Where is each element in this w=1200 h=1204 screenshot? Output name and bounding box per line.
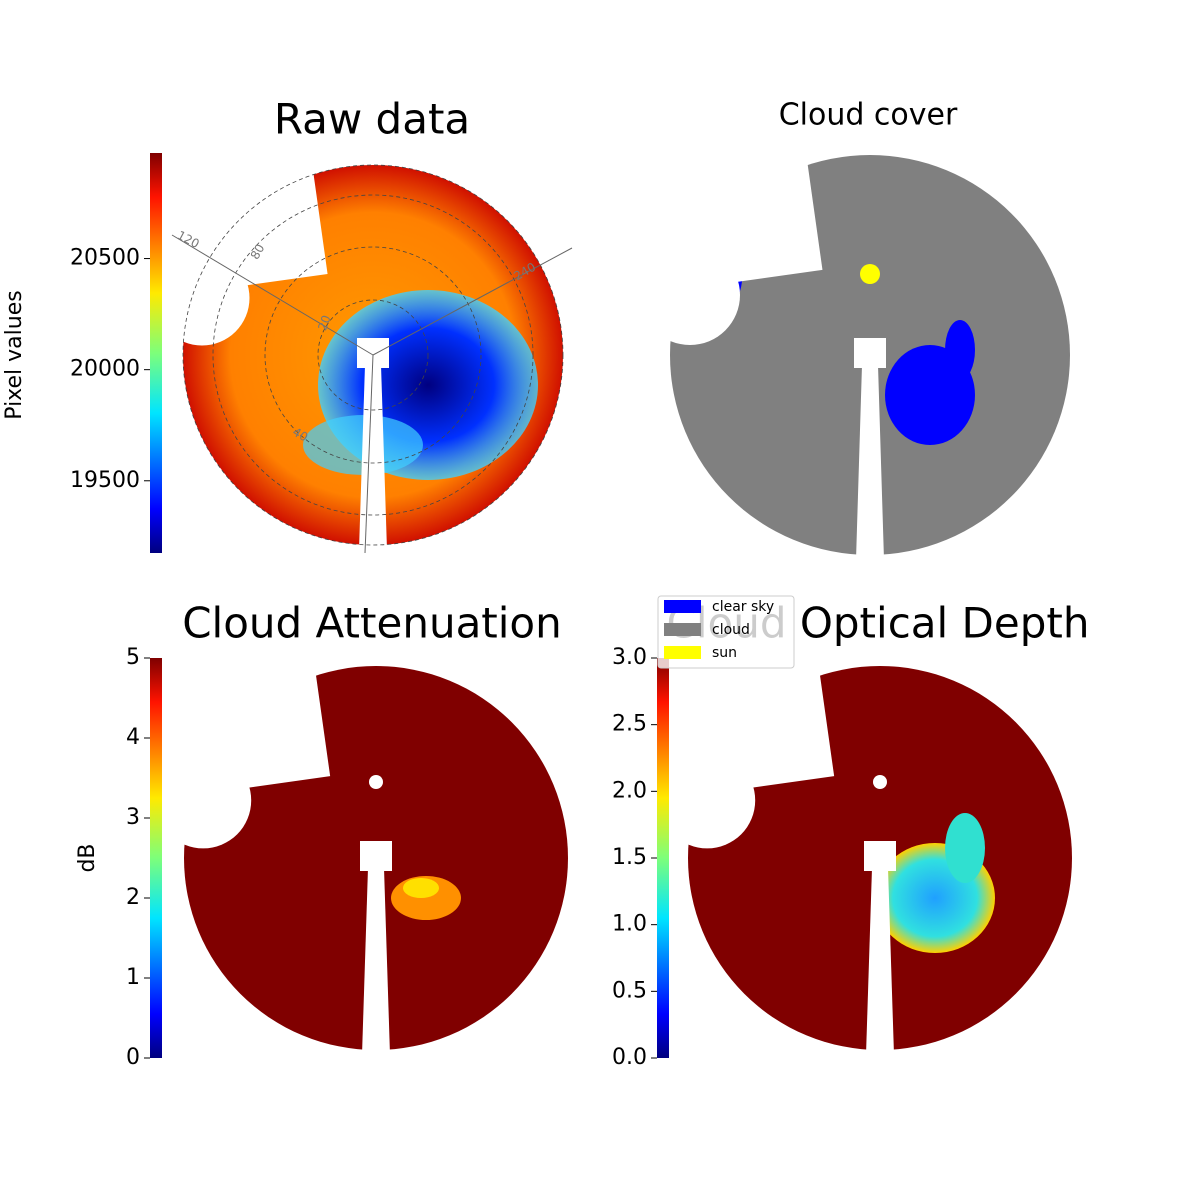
polar-ring	[317, 299, 429, 411]
sun-mask	[873, 775, 887, 789]
colorbar-tick-label: 1.0	[612, 912, 647, 937]
mast-box	[854, 338, 886, 368]
colorbar-tick-label: 1	[126, 965, 140, 990]
panel-title: Raw data	[274, 95, 470, 144]
colorbar-tick-label: 2.5	[612, 712, 647, 737]
polar-label: 20	[315, 313, 333, 332]
polar-ring	[212, 194, 534, 516]
legend-label: clear sky	[712, 599, 774, 615]
sky-region	[945, 813, 985, 883]
colorbar-tick-label: 0.5	[612, 978, 647, 1003]
colorbar-tick-label: 5	[126, 645, 140, 670]
colorbar-tick-label: 0	[126, 1045, 140, 1070]
colorbar-tick-label: 2.0	[612, 778, 647, 803]
colorbar-label: dB	[75, 843, 100, 872]
sun-mask	[369, 775, 383, 789]
polar-label: 40	[290, 425, 310, 445]
polar-ring	[182, 164, 564, 546]
colorbar-label: Pixel values	[2, 290, 27, 419]
legend-label: cloud	[712, 622, 750, 638]
colorbar-tick-label: 20000	[70, 357, 140, 382]
colorbar-tick-label: 2	[126, 885, 140, 910]
colorbar-tick-label: 3.0	[612, 645, 647, 670]
image-corner-mask	[177, 142, 328, 293]
image-corner-mask	[682, 643, 835, 795]
panel-title: Cloud Attenuation	[182, 599, 562, 648]
colorbar-tick-label: 1.5	[612, 845, 647, 870]
colorbar	[150, 153, 162, 553]
sun-region	[860, 264, 880, 284]
colorbar	[150, 658, 162, 1058]
colorbar-tick-label: 4	[126, 725, 140, 750]
polar-ring	[264, 246, 482, 464]
legend-swatch	[664, 600, 701, 613]
polar-spoke	[171, 234, 374, 356]
colorbar-tick-label: 0.0	[612, 1045, 647, 1070]
polar-label: 80	[248, 242, 268, 262]
colorbar-tick-label: 3	[126, 805, 140, 830]
panel-title: Cloud cover	[779, 98, 958, 133]
mast-box	[360, 841, 392, 871]
colorbar-tick-label: 19500	[70, 468, 140, 493]
image-corner-mask	[664, 131, 823, 290]
legend-swatch	[664, 646, 701, 659]
mast-mask	[362, 868, 390, 1055]
clear-sky-region	[945, 320, 975, 380]
legend-swatch	[664, 623, 701, 636]
mast-mask	[359, 365, 387, 550]
sky-region	[403, 878, 439, 898]
mast-mask	[866, 868, 894, 1055]
polar-spoke	[372, 247, 573, 356]
colorbar	[657, 658, 669, 1058]
legend-label: sun	[712, 645, 737, 661]
colorbar-tick-label: 20500	[70, 246, 140, 271]
image-corner-mask	[178, 643, 331, 795]
mast-mask	[856, 365, 884, 560]
mast-box	[864, 841, 896, 871]
polar-spoke	[364, 354, 374, 554]
